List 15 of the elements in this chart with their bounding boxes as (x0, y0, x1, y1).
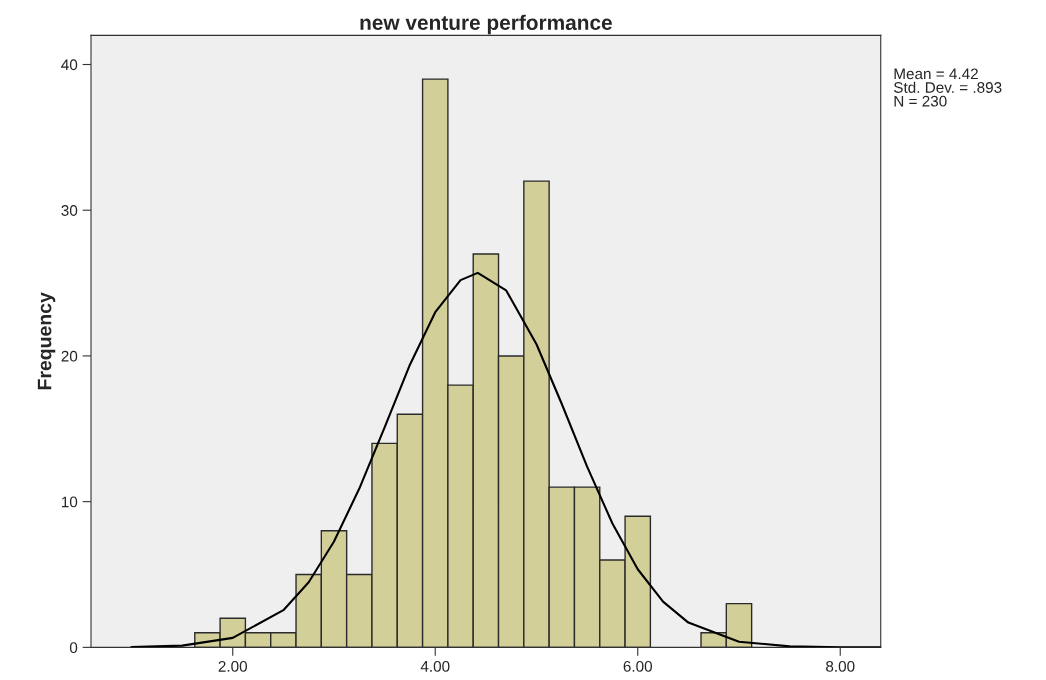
x-tick-label: 6.00 (623, 660, 653, 672)
y-tick-label: 20 (61, 350, 78, 362)
y-tick-label: 30 (61, 205, 78, 216)
x-tick-label: 4.00 (420, 660, 450, 672)
x-tick-label: 8.00 (826, 660, 855, 672)
text: Std. Dev. = .893 (893, 81, 1002, 93)
line-series (130, 271, 881, 648)
y-tick-label: 40 (61, 59, 78, 71)
chart-title: new venture performance (360, 14, 612, 35)
text: N = 230 (894, 95, 947, 107)
text: Mean = 4.42 (894, 68, 978, 80)
y-tick-label: 0 (69, 642, 78, 654)
y-axis-title: Frequency (37, 292, 56, 390)
y-tick-label: 10 (61, 496, 78, 508)
x-tick-label: 2.00 (218, 660, 248, 672)
